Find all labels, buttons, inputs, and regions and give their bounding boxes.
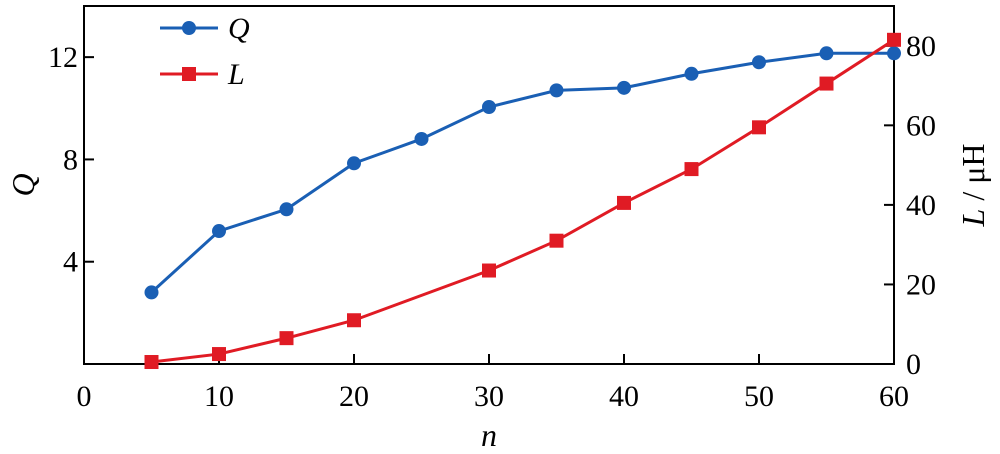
point-Q (752, 55, 766, 70)
point-Q (279, 202, 294, 217)
point-L (617, 195, 631, 210)
point-Q (684, 66, 699, 81)
point-Q (819, 46, 834, 61)
point-Q (482, 100, 496, 115)
y-right-axis-var: L (955, 209, 991, 228)
y-right-tick-label: 20 (906, 268, 936, 301)
series-layer (144, 32, 901, 370)
point-Q (212, 224, 226, 239)
y-right-axis-title: L / μH (955, 144, 991, 228)
x-tick-label: 30 (474, 380, 504, 413)
series-line-Q (150, 51, 894, 294)
y-left-axis-title: Q (5, 173, 41, 196)
y-right-axis-unit: / μH (955, 144, 991, 209)
point-L (752, 120, 766, 135)
x-tick-label: 0 (77, 380, 92, 413)
x-tick-label: 40 (609, 380, 639, 413)
point-L (684, 162, 699, 177)
point-L (347, 313, 361, 328)
point-Q (549, 83, 564, 98)
point-Q (887, 46, 901, 61)
legend-marker-L (182, 67, 196, 81)
legend: QL (160, 12, 250, 91)
point-Q (617, 80, 631, 95)
x-tick-label: 60 (879, 380, 909, 413)
x-axis-title: n (481, 417, 497, 453)
x-tick-label: 20 (339, 380, 369, 413)
point-L (279, 331, 294, 346)
point-Q (414, 131, 429, 146)
x-tick-label: 50 (744, 380, 774, 413)
point-L (887, 32, 901, 47)
point-L (549, 233, 564, 248)
x-tick-label: 10 (204, 380, 234, 413)
point-L (482, 263, 496, 278)
y-right-tick-label: 0 (906, 348, 921, 381)
point-Q (144, 285, 159, 300)
y-left-tick-label: 4 (63, 246, 78, 279)
series-line-L (151, 38, 895, 364)
legend-marker-Q (182, 21, 196, 35)
legend-label-L: L (227, 58, 245, 91)
y-left-tick-label: 12 (48, 41, 78, 74)
y-left-tick-label: 8 (63, 143, 78, 176)
ticks: 0 10 20 30 40 50 60 4 8 12 0 20 40 60 80 (48, 30, 936, 413)
point-L (819, 76, 834, 91)
point-L (212, 347, 226, 362)
point-L (144, 355, 159, 370)
y-right-tick-label: 60 (906, 109, 936, 142)
point-Q (347, 156, 361, 171)
legend-label-Q: Q (228, 12, 250, 45)
y-right-tick-label: 40 (906, 189, 936, 222)
y-right-tick-label: 80 (906, 30, 936, 63)
